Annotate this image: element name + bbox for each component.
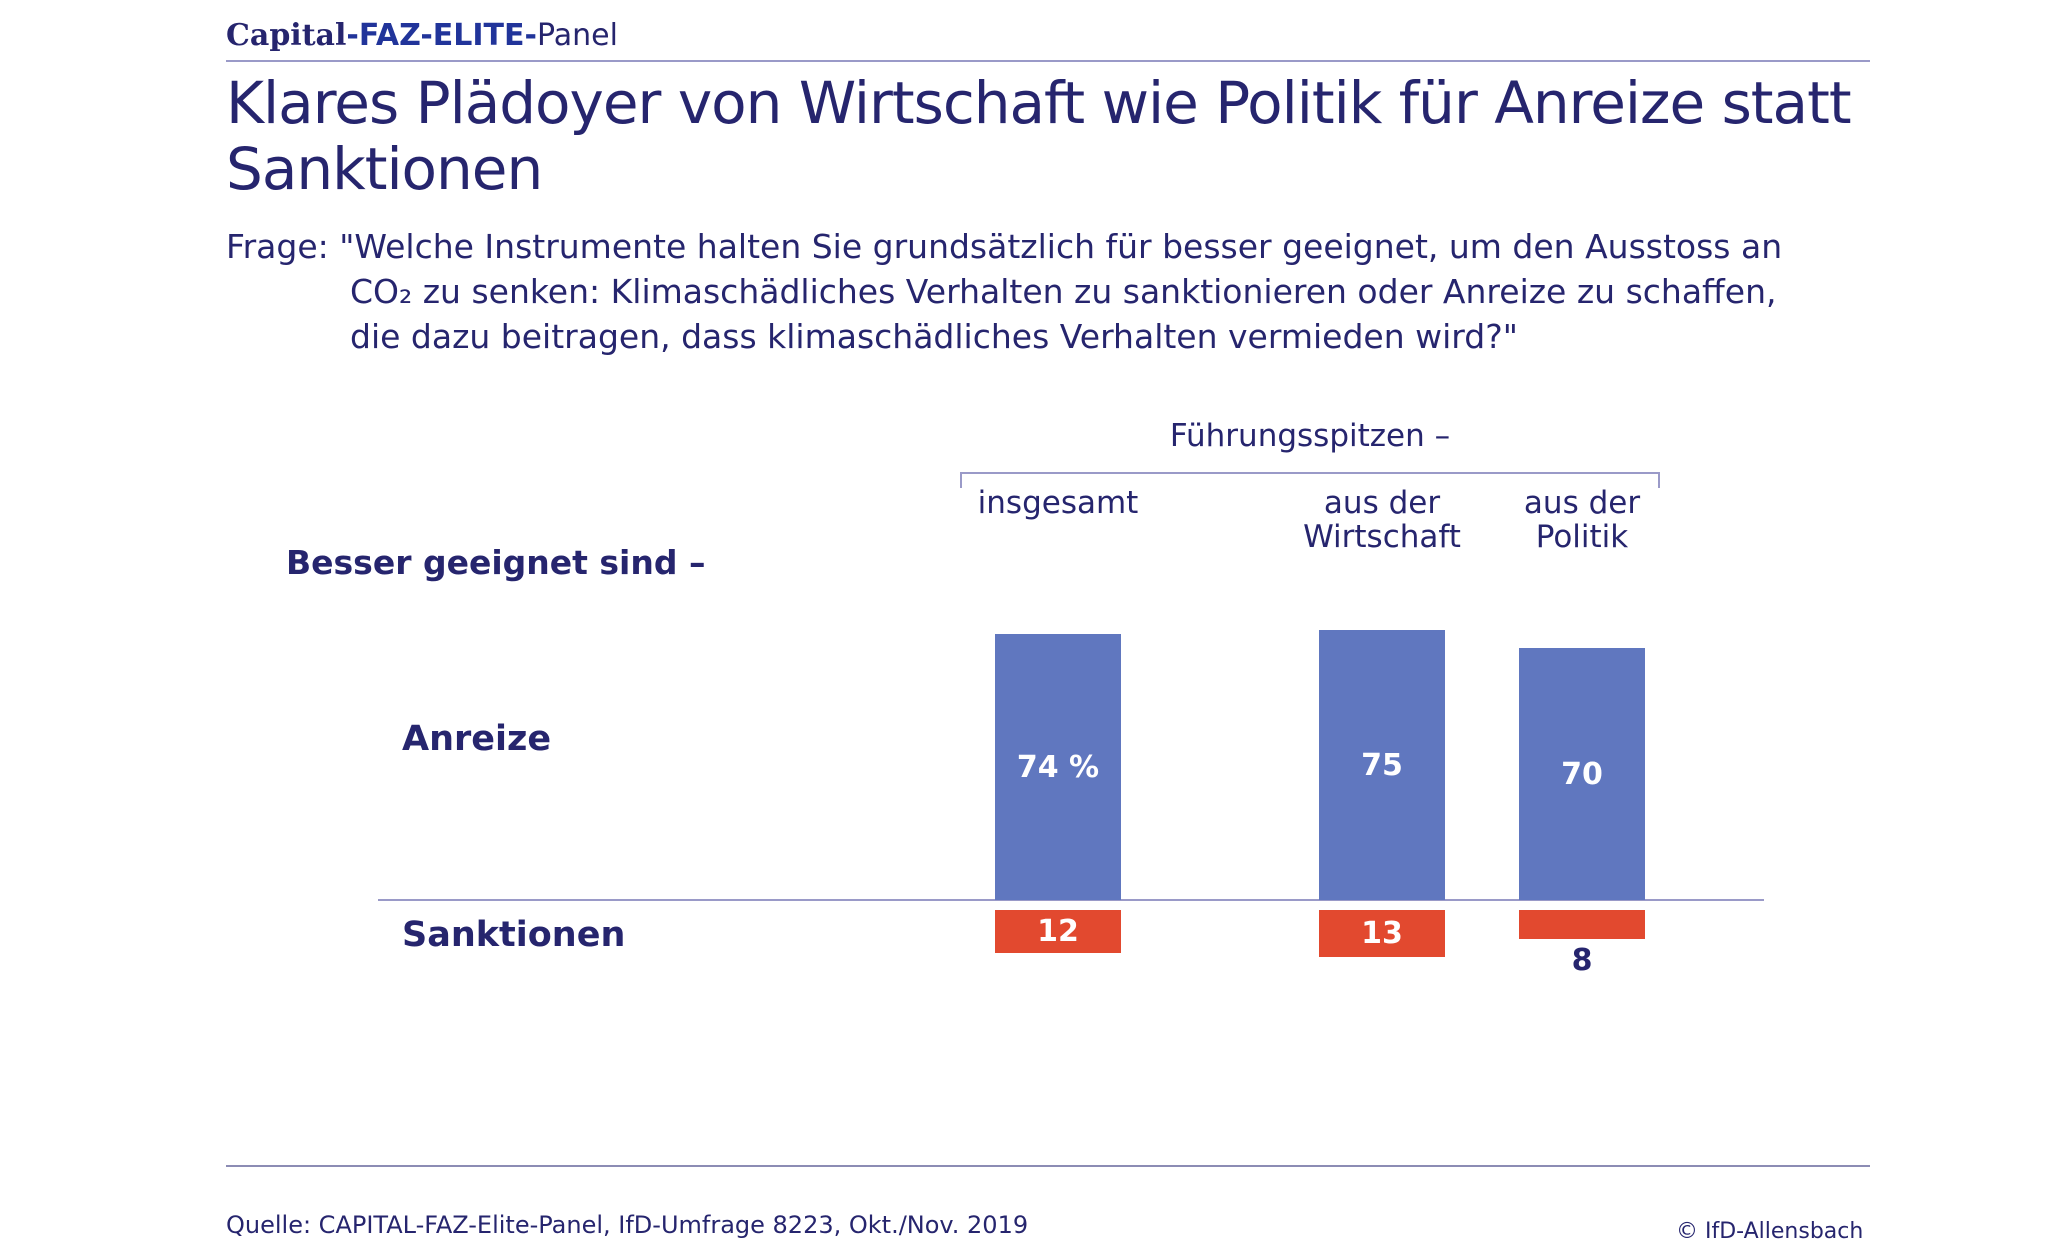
source-note: Quelle: CAPITAL-FAZ-Elite-Panel, IfD-Umf… <box>226 1211 1029 1239</box>
brand-capital: Capital <box>226 18 347 53</box>
bottom-divider <box>226 1165 1870 1167</box>
bar-anreize: 70 <box>1519 648 1645 900</box>
brand-logo: Capital-FAZ-ELITE-Panel <box>226 14 618 58</box>
category-label: aus der Politik <box>1523 485 1641 555</box>
group-bracket <box>960 472 1660 488</box>
bar-anreize: 74 % <box>995 634 1121 900</box>
series-label: Sanktionen <box>402 915 626 955</box>
data-label: 8 <box>1571 943 1593 978</box>
brand-panel: Panel <box>536 18 618 53</box>
group-header: Führungsspitzen – <box>1169 418 1451 454</box>
bar-sanktionen <box>1519 910 1645 939</box>
data-label: 12 <box>1037 914 1079 949</box>
zero-baseline <box>378 899 1764 901</box>
bar-sanktionen: 13 <box>1319 910 1445 957</box>
bar-anreize: 75 <box>1319 630 1445 900</box>
question-rest: CO₂ zu senken: Klimaschädliches Verhalte… <box>350 272 1777 356</box>
data-label: 13 <box>1361 916 1403 951</box>
chart-title: Klares Plädoyer von Wirtschaft wie Polit… <box>226 69 1852 203</box>
copyright-note: © IfD-Allensbach <box>1676 1219 1864 1244</box>
row-title: Besser geeignet sind – <box>286 543 706 582</box>
bar-sanktionen: 12 <box>995 910 1121 953</box>
survey-question: Frage: "Welche Instrumente halten Sie gr… <box>226 224 1826 359</box>
category-label: insgesamt <box>977 485 1139 521</box>
category-label: aus der Wirtschaft <box>1303 485 1461 555</box>
top-divider <box>226 60 1870 62</box>
brand-faz-elite: -FAZ-ELITE- <box>346 18 537 53</box>
data-label: 75 <box>1361 747 1403 783</box>
series-label: Anreize <box>402 719 552 759</box>
question-lead: Frage: "Welche Instrumente halten Sie gr… <box>226 227 1783 266</box>
data-label: 70 <box>1561 756 1603 792</box>
data-label: 74 % <box>1016 749 1100 785</box>
